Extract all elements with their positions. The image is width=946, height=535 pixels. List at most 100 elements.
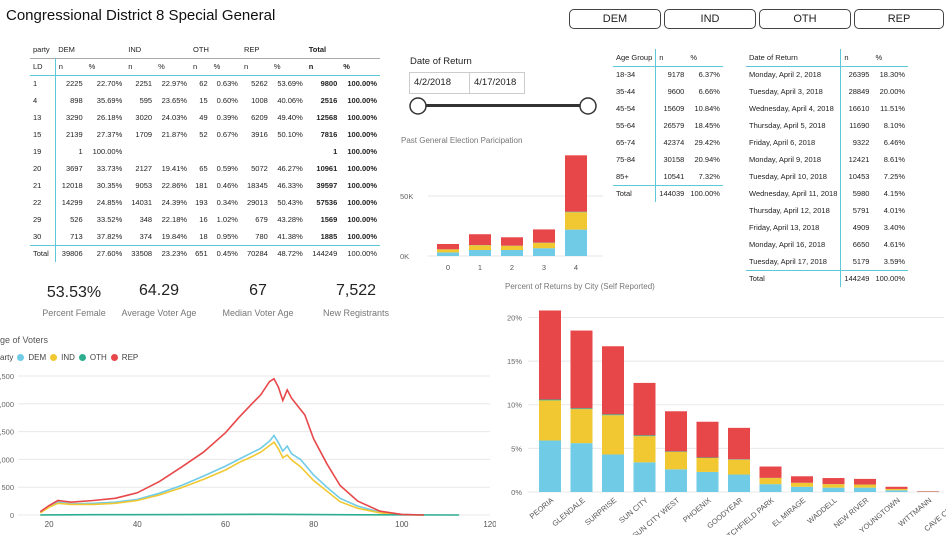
table-cell: 33.52% (96, 215, 123, 224)
start-date-input[interactable]: 4/2/2018 (409, 72, 471, 94)
table-cell: 4909 (852, 223, 870, 232)
table-cell: Total (613, 185, 657, 202)
slider-end-handle[interactable] (579, 97, 597, 115)
bar-segment-ind (759, 478, 782, 485)
table-cell: 1 (333, 147, 338, 156)
bar-segment-oth (539, 399, 561, 401)
table-cell: 22.86% (161, 181, 188, 190)
table-cell: 100.00% (347, 147, 377, 156)
table-cell: 9600 (667, 87, 685, 96)
table-total-row: Total 39806 27.60% 33508 23.23% 651 0.45% 70284… (30, 245, 380, 262)
end-date-input[interactable]: 4/17/2018 (469, 72, 525, 94)
slicer-ind-button[interactable]: IND (664, 9, 756, 29)
table-cell: 29.42% (694, 138, 720, 147)
table-cell: 45-54 (613, 100, 657, 117)
table-cell: 1709 (135, 130, 153, 139)
table-cell: 24.39% (161, 198, 188, 207)
legend-rep-label: REP (121, 353, 139, 362)
table-cell: 13 (30, 109, 56, 126)
table-cell: 1 (78, 147, 83, 156)
table-cell: 35-44 (613, 83, 657, 100)
bar-segment-oth (570, 408, 593, 410)
table-header: n (844, 52, 849, 62)
table-cell: 46.33% (277, 181, 303, 190)
table-subheader-row: LD n% n% n% n% n% (30, 58, 380, 75)
table-cell: 0.34% (216, 198, 238, 207)
table-cell (190, 143, 211, 160)
table-header: % (690, 52, 697, 62)
table-cell: Monday, April 9, 2018 (746, 151, 842, 168)
table-cell: 12018 (61, 181, 83, 190)
table-cell: 9178 (667, 70, 685, 80)
legend-oth-label: OTH (89, 353, 107, 362)
slicer-oth-button[interactable]: OTH (759, 9, 851, 29)
table-cell: 20.94% (694, 155, 720, 164)
table-cell: 27.37% (96, 130, 123, 139)
bar-segment-ind (822, 484, 845, 488)
table-cell: 1569 (320, 215, 338, 224)
bar-segment-ind (665, 451, 687, 470)
table-cell: 0.95% (216, 231, 238, 241)
table-cell (271, 143, 306, 160)
table-cell: 20.00% (879, 87, 906, 96)
table-cell: 6650 (852, 240, 870, 249)
table-header: n (193, 62, 198, 71)
table-cell: 22.97% (161, 79, 188, 89)
table-cell: 24.03% (161, 113, 188, 122)
bar-segment-dem (822, 487, 845, 492)
table-cell: 41.38% (277, 231, 303, 241)
slicer-dem-button[interactable]: DEM (569, 9, 661, 29)
y-tick-label: 1,000 (0, 455, 14, 464)
table-cell: 14299 (61, 198, 83, 207)
table-cell: 26.18% (96, 113, 123, 122)
table-cell: 50.43% (277, 198, 303, 207)
table-cell: 39597 (316, 181, 338, 190)
bar-segment-ind (602, 415, 624, 455)
slider-track (417, 104, 589, 107)
slider-start-handle[interactable] (409, 97, 427, 115)
table-header: LD (30, 58, 56, 75)
table-cell (211, 143, 241, 160)
table-cell: 10541 (663, 171, 685, 181)
table-cell: 100.00% (347, 79, 377, 89)
legend-ind-label: IND (61, 353, 75, 362)
bar-segment-dem (633, 462, 656, 492)
table-cell: 1.02% (216, 215, 238, 224)
bar-segment-dem (533, 248, 555, 256)
table-row: Monday, April 16, 2018 6650 4.61% (746, 236, 908, 253)
table-header: Total (308, 44, 327, 54)
table-cell: 3697 (65, 164, 83, 173)
table-cell: 57536 (316, 198, 338, 207)
table-cell: 19.41% (161, 164, 188, 173)
date-range-slider[interactable] (406, 95, 602, 117)
table-cell: 3916 (251, 130, 268, 139)
table-row: 20 3697 33.73% 2127 19.41% 65 0.59% 5072 46.27% 1… (30, 160, 380, 177)
table-cell: Total (30, 245, 56, 262)
table-cell (241, 143, 271, 160)
table-header: % (343, 62, 350, 71)
table-cell: 679 (255, 215, 268, 224)
table-total-row: Total 144249 100.00% (746, 270, 909, 287)
bar-segment-rep (501, 237, 523, 246)
table-cell: 144039 (659, 189, 685, 199)
bar-segment-rep (533, 229, 555, 243)
kpi-median-age-label: Median Voter Age (222, 308, 294, 318)
table-cell: 46.27% (277, 164, 303, 173)
table-header: REP (243, 44, 260, 54)
table-cell: 4.01% (883, 206, 906, 215)
table-cell: 43.28% (277, 215, 303, 224)
table-cell: 898 (70, 96, 83, 105)
bar-segment-ind (469, 245, 491, 250)
table-cell: 23.65% (161, 96, 188, 105)
bar-segment-ind (539, 400, 561, 441)
table-cell: Thursday, April 12, 2018 (746, 202, 842, 219)
bar-segment-ind (728, 459, 750, 475)
table-row: Wednesday, April 4, 2018 16610 11.51% (746, 100, 908, 117)
table-cell: 49 (199, 113, 208, 122)
table-cell: 30 (30, 228, 56, 245)
table-cell: 18 (199, 231, 208, 241)
slicer-rep-button[interactable]: REP (854, 9, 944, 29)
x-tick-label: GLENDALE (550, 496, 586, 529)
bar-segment-rep (565, 155, 587, 212)
